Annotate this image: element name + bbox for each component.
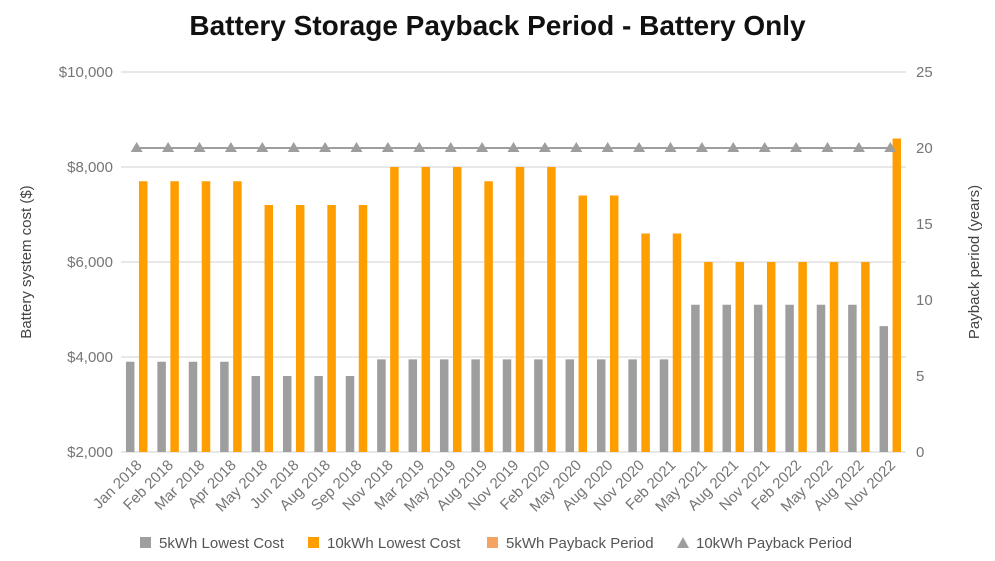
y-axis-title: Battery system cost ($) [18, 185, 35, 338]
bar [170, 181, 179, 452]
y-tick-label: $10,000 [59, 64, 113, 81]
bar [829, 262, 839, 452]
line-marker [193, 142, 206, 152]
line-marker [570, 142, 583, 152]
line-marker [287, 142, 300, 152]
bar [628, 359, 637, 452]
y-tick-label: $6,000 [67, 254, 113, 271]
line-marker [538, 142, 551, 152]
bar [722, 304, 732, 452]
bar [641, 233, 650, 452]
bar [735, 262, 745, 452]
y2-axis-title: Payback period (years) [966, 185, 983, 339]
bar [282, 376, 292, 452]
bar [816, 304, 826, 452]
bar [439, 359, 449, 452]
line-marker [256, 142, 269, 152]
bar [785, 304, 794, 452]
bar [609, 195, 619, 452]
legend-swatch [140, 537, 151, 548]
y-tick-label: $4,000 [67, 349, 113, 366]
line-marker [790, 142, 803, 152]
line-marker [224, 142, 237, 152]
bar [484, 181, 493, 452]
line-marker [821, 142, 834, 152]
line-marker [319, 142, 332, 152]
line-marker [758, 142, 771, 152]
bar [704, 262, 713, 452]
line-marker [727, 142, 740, 152]
legend-label: 5kWh Lowest Cost [159, 535, 285, 552]
bar [358, 205, 368, 452]
line-marker [852, 142, 865, 152]
line-marker [381, 142, 394, 152]
bar [565, 359, 575, 452]
bar [125, 361, 135, 452]
bar [578, 195, 588, 452]
bar [502, 359, 512, 452]
line-marker [507, 142, 520, 152]
bar [861, 262, 870, 452]
bar [264, 205, 274, 452]
legend-swatch [308, 537, 319, 548]
legend-label: 5kWh Payback Period [506, 535, 654, 552]
bar [138, 181, 148, 452]
bar [157, 361, 166, 452]
bar [659, 359, 669, 452]
y2-tick-label: 5 [916, 368, 924, 385]
bar [798, 262, 807, 452]
bar [408, 359, 418, 452]
line-marker [413, 142, 426, 152]
y2-tick-label: 20 [916, 140, 933, 157]
bar [188, 361, 198, 452]
legend-swatch [487, 537, 498, 548]
bar [314, 376, 323, 452]
y2-tick-label: 10 [916, 292, 933, 309]
line-marker [476, 142, 489, 152]
line-marker [162, 142, 175, 152]
bar [534, 359, 543, 452]
legend-label: 10kWh Payback Period [696, 535, 852, 552]
bar [421, 167, 431, 452]
bar [596, 359, 606, 452]
bar [471, 359, 480, 452]
bar [691, 304, 700, 452]
legend-label: 10kWh Lowest Cost [327, 535, 461, 552]
line-marker [350, 142, 363, 152]
bar [452, 167, 462, 452]
y-tick-label: $2,000 [67, 444, 113, 461]
bar [327, 205, 336, 452]
line-marker [601, 142, 614, 152]
line-marker [884, 142, 897, 152]
bar [390, 167, 399, 452]
line-marker [444, 142, 457, 152]
chart-title: Battery Storage Payback Period - Battery… [189, 10, 806, 41]
y-tick-label: $8,000 [67, 159, 113, 176]
bar [672, 233, 682, 452]
bar [233, 181, 242, 452]
line-marker [664, 142, 677, 152]
y2-tick-label: 15 [916, 216, 933, 233]
line-marker [130, 142, 143, 152]
bar [753, 304, 763, 452]
bar [345, 376, 355, 452]
bar [377, 359, 386, 452]
bar [892, 138, 902, 452]
bar [295, 205, 305, 452]
legend-symbol [677, 537, 689, 548]
bar [879, 326, 889, 452]
y2-tick-label: 0 [916, 444, 924, 461]
bar [848, 304, 857, 452]
bar [220, 361, 229, 452]
bar [547, 167, 556, 452]
bar [201, 181, 211, 452]
bar [251, 376, 261, 452]
line-marker [695, 142, 708, 152]
line-marker [633, 142, 646, 152]
y2-tick-label: 25 [916, 64, 933, 81]
bar [515, 167, 525, 452]
bar [766, 262, 776, 452]
